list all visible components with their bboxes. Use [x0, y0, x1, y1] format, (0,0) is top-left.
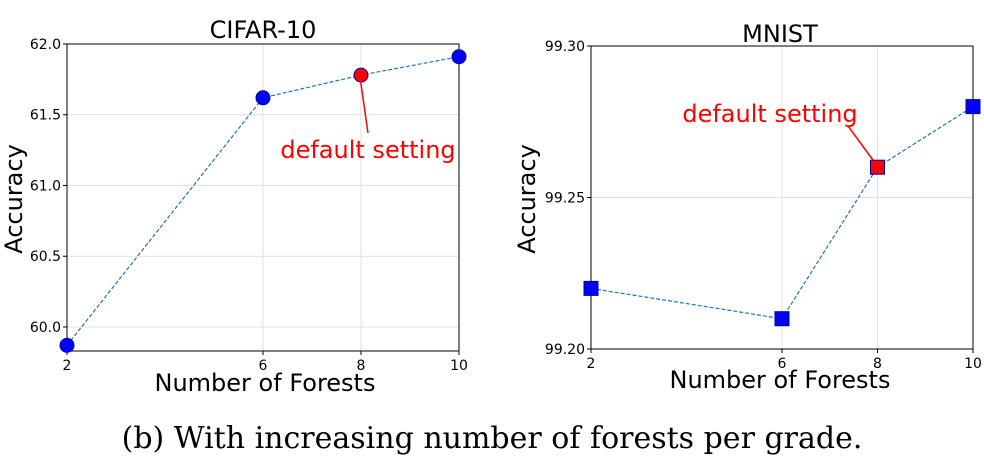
- cifar10-y-tick-label: 62.0: [30, 37, 61, 53]
- mnist-x-ticks: 2 6 8 10: [587, 349, 982, 372]
- cifar10-y-tick-label: 61.5: [30, 108, 61, 124]
- cifar10-y-ticks: 60.0 60.5 61.0 61.5 62.0: [30, 37, 67, 336]
- mnist-markers: [583, 99, 981, 327]
- cifar10-series-line: [66, 56, 460, 346]
- cifar10-x-tick-label: 8: [357, 358, 366, 374]
- mnist-title: MNIST: [742, 20, 818, 48]
- mnist-x-tick-label: 2: [587, 356, 596, 372]
- cifar10-y-tick-label: 60.0: [30, 320, 61, 336]
- cifar10-grid: [66, 43, 460, 351]
- mnist-x-tick-label: 6: [778, 356, 787, 372]
- mnist-data-point: [583, 280, 599, 296]
- cifar10-y-tick-label: 60.5: [30, 249, 61, 265]
- cifar10-data-point: [255, 90, 271, 106]
- cifar10-annotation: default setting: [280, 136, 455, 164]
- cifar10-title: CIFAR-10: [210, 16, 317, 44]
- mnist-grid: [590, 45, 974, 350]
- mnist-data-point-default: [870, 159, 885, 175]
- mnist-chart: MNIST Number of Forests Accuracy 99.2099…: [513, 20, 982, 394]
- mnist-y-axis-label: Accuracy: [513, 144, 541, 254]
- mnist-y-tick-label: 99.20: [545, 342, 585, 358]
- cifar10-y-axis-label: Accuracy: [0, 144, 28, 254]
- mnist-y-tick-label: 99.30: [545, 39, 585, 55]
- mnist-y-ticks: 99.20 99.25 99.30: [545, 39, 591, 358]
- mnist-x-tick-label: 8: [873, 356, 882, 372]
- mnist-data-point: [965, 99, 981, 115]
- mnist-series-line: [590, 106, 974, 320]
- cifar10-data-point: [59, 337, 75, 353]
- mnist-annotation-arrow: [847, 125, 874, 161]
- cifar10-x-tick-label: 2: [63, 358, 72, 374]
- cifar10-data-point: [451, 49, 467, 65]
- mnist-x-axis-label: Number of Forests: [670, 366, 891, 394]
- mnist-annotation: default setting: [682, 100, 857, 128]
- cifar10-markers: [59, 49, 467, 353]
- cifar10-x-ticks: 2 6 8 10: [63, 351, 468, 374]
- mnist-x-tick-label: 10: [964, 356, 982, 372]
- cifar10-x-tick-label: 6: [259, 358, 268, 374]
- figure-caption: (b) With increasing number of forests pe…: [122, 421, 863, 456]
- cifar10-x-tick-label: 10: [450, 358, 468, 374]
- cifar10-chart: CIFAR-10 Number of Forests Accuracy 60.0…: [0, 16, 468, 397]
- cifar10-y-tick-label: 61.0: [30, 178, 61, 194]
- cifar10-annotation-arrow: [359, 76, 369, 134]
- mnist-y-tick-label: 99.25: [545, 191, 585, 207]
- mnist-data-point: [774, 311, 790, 327]
- cifar10-x-axis-label: Number of Forests: [155, 369, 376, 397]
